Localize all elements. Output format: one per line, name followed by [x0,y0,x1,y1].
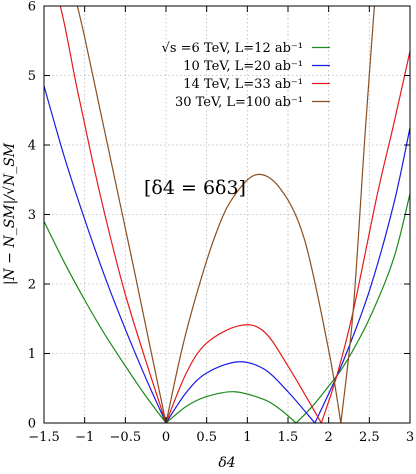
series-line-30tev [76,6,375,423]
y-tick-label: 4 [28,139,36,154]
legend-label-10tev: 10 TeV, L=20 ab⁻¹ [183,59,303,74]
legend-label-14tev: 14 TeV, L=33 ab⁻¹ [183,77,303,92]
y-tick-labels: 0 1 2 3 4 5 6 [28,0,36,432]
annotation: [δ4 = 6δ3] [144,177,246,199]
x-tick-label: 3 [406,430,414,445]
x-tick-label: −0.5 [110,430,142,445]
x-tick-label: 0 [162,430,170,445]
series-line-6tev [44,193,410,423]
ticks [43,5,411,424]
x-axis-label: δ4 [218,455,235,471]
x-tick-label: 0.5 [196,430,217,445]
x-tick-label: −1 [75,430,94,445]
y-tick-label: 6 [28,0,36,15]
series-group [44,6,410,423]
x-tick-label: −1.5 [28,430,60,445]
y-tick-label: 2 [28,278,36,293]
y-tick-label: 3 [28,208,36,223]
legend: √s =6 TeV, L=12 ab⁻¹ 10 TeV, L=20 ab⁻¹ 1… [162,41,330,110]
legend-label-30tev: 30 TeV, L=100 ab⁻¹ [175,95,303,110]
series-line-14tev [59,6,410,423]
grid [44,6,410,423]
legend-label-6tev: √s =6 TeV, L=12 ab⁻¹ [162,41,303,56]
series-line-10tev [44,85,410,423]
x-tick-labels: −1.5 −1 −0.5 0 0.5 1 1.5 2 2.5 3 [28,430,414,445]
x-tick-label: 1 [243,430,251,445]
x-tick-label: 2.5 [359,430,380,445]
y-tick-label: 1 [28,347,36,362]
y-axis-label: |N − N_SM|/√N_SM [2,142,18,285]
x-tick-label: 1.5 [278,430,299,445]
x-tick-label: 2 [325,430,333,445]
y-tick-label: 5 [28,69,36,84]
y-tick-label: 0 [28,417,36,432]
